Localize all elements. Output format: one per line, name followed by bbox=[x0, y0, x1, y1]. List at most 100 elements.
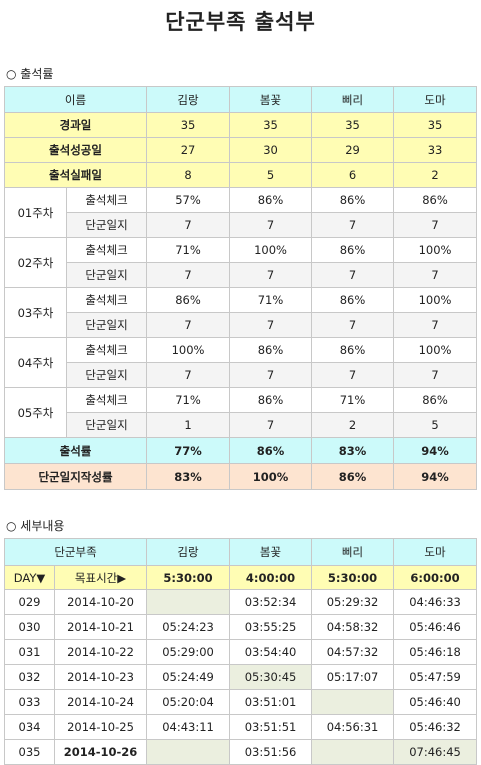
table-row: 031 2014-10-22 05:29:00 03:54:40 04:57:3… bbox=[4, 639, 478, 665]
row-label: 출석실패일 bbox=[3, 162, 148, 188]
cell: 100% bbox=[229, 463, 313, 490]
sub-label: 출석체크 bbox=[65, 287, 148, 313]
time-cell: 03:51:56 bbox=[229, 739, 313, 765]
attendance-rate-row: 출석률 77% 86% 83% 94% bbox=[3, 437, 478, 464]
cell: 86% bbox=[393, 187, 478, 213]
cell: 7 bbox=[229, 212, 313, 238]
time-cell: 05:47:59 bbox=[393, 664, 478, 690]
day-cell: 030 bbox=[4, 614, 55, 640]
day-cell: 034 bbox=[4, 714, 55, 740]
cell: 7 bbox=[146, 312, 231, 338]
time-cell: 03:51:51 bbox=[229, 714, 313, 740]
target-time: 5:30:00 bbox=[146, 565, 231, 590]
day-cell: 033 bbox=[4, 689, 55, 715]
cell: 71% bbox=[311, 387, 395, 413]
cell: 7 bbox=[229, 362, 313, 388]
section-title-attendance: ○ 출석률 bbox=[6, 67, 54, 81]
sub-label: 단군일지 bbox=[65, 262, 148, 288]
cell: 1 bbox=[146, 412, 231, 438]
cell: 57% bbox=[146, 187, 231, 213]
header-member: 도마 bbox=[393, 86, 478, 113]
sub-label: 단군일지 bbox=[65, 362, 148, 388]
cell: 86% bbox=[311, 237, 395, 263]
table-row: 단군일지 7 7 7 7 bbox=[4, 262, 478, 288]
date-cell: 2014-10-22 bbox=[53, 639, 148, 665]
time-cell: 04:56:31 bbox=[311, 714, 395, 740]
table-row: 03주차 출석체크 86% 71% 86% 100% bbox=[4, 287, 478, 338]
date-cell: 2014-10-20 bbox=[53, 589, 148, 615]
cell: 7 bbox=[393, 362, 478, 388]
sub-label: 단군일지 bbox=[65, 412, 148, 438]
time-cell: 03:52:34 bbox=[229, 589, 313, 615]
page-title: 단군부족 출석부 bbox=[165, 10, 316, 34]
cell: 2 bbox=[393, 162, 478, 188]
row-label: 출석률 bbox=[3, 437, 148, 464]
table-row: 032 2014-10-23 05:24:49 05:30:45 05:17:0… bbox=[4, 664, 478, 690]
time-cell: 05:24:23 bbox=[146, 614, 231, 640]
cell: 86% bbox=[229, 437, 313, 464]
cell: 100% bbox=[146, 337, 231, 363]
header-name: 이름 bbox=[3, 86, 148, 113]
target-time: 6:00:00 bbox=[393, 565, 478, 590]
cell: 7 bbox=[393, 262, 478, 288]
cell: 7 bbox=[393, 312, 478, 338]
time-cell: 04:58:32 bbox=[311, 614, 395, 640]
table-header-row: 이름 김랑 봄꽃 삐리 도마 bbox=[3, 86, 478, 113]
table-row: 034 2014-10-25 04:43:11 03:51:51 04:56:3… bbox=[4, 714, 478, 740]
header-tribe: 단군부족 bbox=[3, 538, 148, 566]
cell: 7 bbox=[146, 212, 231, 238]
header-member: 김랑 bbox=[146, 86, 231, 113]
time-cell: 04:57:32 bbox=[311, 639, 395, 665]
time-cell-late: 05:30:45 bbox=[229, 664, 313, 690]
time-cell: 05:17:07 bbox=[311, 664, 395, 690]
cell: 7 bbox=[311, 212, 395, 238]
cell: 35 bbox=[229, 112, 313, 138]
cell: 7 bbox=[146, 262, 231, 288]
time-cell: 05:20:04 bbox=[146, 689, 231, 715]
sub-label: 출석체크 bbox=[65, 387, 148, 413]
cell: 7 bbox=[393, 212, 478, 238]
day-cell: 035 bbox=[4, 739, 55, 765]
cell: 71% bbox=[229, 287, 313, 313]
table-row: 030 2014-10-21 05:24:23 03:55:25 04:58:3… bbox=[4, 614, 478, 640]
cell: 35 bbox=[311, 112, 395, 138]
sub-label: 단군일지 bbox=[65, 312, 148, 338]
time-cell: 05:29:32 bbox=[311, 589, 395, 615]
week-label: 01주차 bbox=[4, 187, 67, 238]
table-row: 출석실패일 8 5 6 2 bbox=[3, 162, 478, 188]
cell: 86% bbox=[311, 337, 395, 363]
time-cell: 04:46:33 bbox=[393, 589, 478, 615]
cell: 29 bbox=[311, 137, 395, 163]
cell: 7 bbox=[229, 312, 313, 338]
header-member: 도마 bbox=[393, 538, 478, 566]
date-cell: 2014-10-24 bbox=[53, 689, 148, 715]
cell: 83% bbox=[311, 437, 395, 464]
row-label: 출석성공일 bbox=[3, 137, 148, 163]
header-member: 봄꽃 bbox=[229, 538, 313, 566]
date-cell: 2014-10-25 bbox=[53, 714, 148, 740]
date-cell: 2014-10-21 bbox=[53, 614, 148, 640]
time-cell: 04:43:11 bbox=[146, 714, 231, 740]
attendance-table: 이름 김랑 봄꽃 삐리 도마 경과일 35 35 35 35 출석성공일 27 … bbox=[3, 86, 478, 490]
day-cell: 032 bbox=[4, 664, 55, 690]
row-label: 경과일 bbox=[3, 112, 148, 138]
cell: 100% bbox=[393, 237, 478, 263]
cell: 5 bbox=[393, 412, 478, 438]
cell: 100% bbox=[393, 287, 478, 313]
sub-label: 단군일지 bbox=[65, 212, 148, 238]
cell: 83% bbox=[146, 463, 231, 490]
time-cell: 05:24:49 bbox=[146, 664, 231, 690]
week-label: 05주차 bbox=[4, 387, 67, 438]
day-sort-header[interactable]: DAY▼ bbox=[4, 565, 55, 590]
section-title-attendance-text: 출석률 bbox=[20, 67, 54, 81]
table-header-row: 단군부족 김랑 봄꽃 삐리 도마 bbox=[3, 538, 478, 566]
table-row: 035 2014-10-26 03:51:56 07:46:45 bbox=[4, 739, 478, 765]
cell: 94% bbox=[393, 437, 478, 464]
time-cell-late: 07:46:45 bbox=[393, 739, 478, 765]
journal-rate-row: 단군일지작성률 83% 100% 86% 94% bbox=[3, 463, 478, 490]
target-time-header[interactable]: 목표시간▶ bbox=[53, 565, 148, 590]
sub-label: 출석체크 bbox=[65, 187, 148, 213]
header-member: 삐리 bbox=[311, 86, 395, 113]
week-label: 03주차 bbox=[4, 287, 67, 338]
cell: 35 bbox=[146, 112, 231, 138]
